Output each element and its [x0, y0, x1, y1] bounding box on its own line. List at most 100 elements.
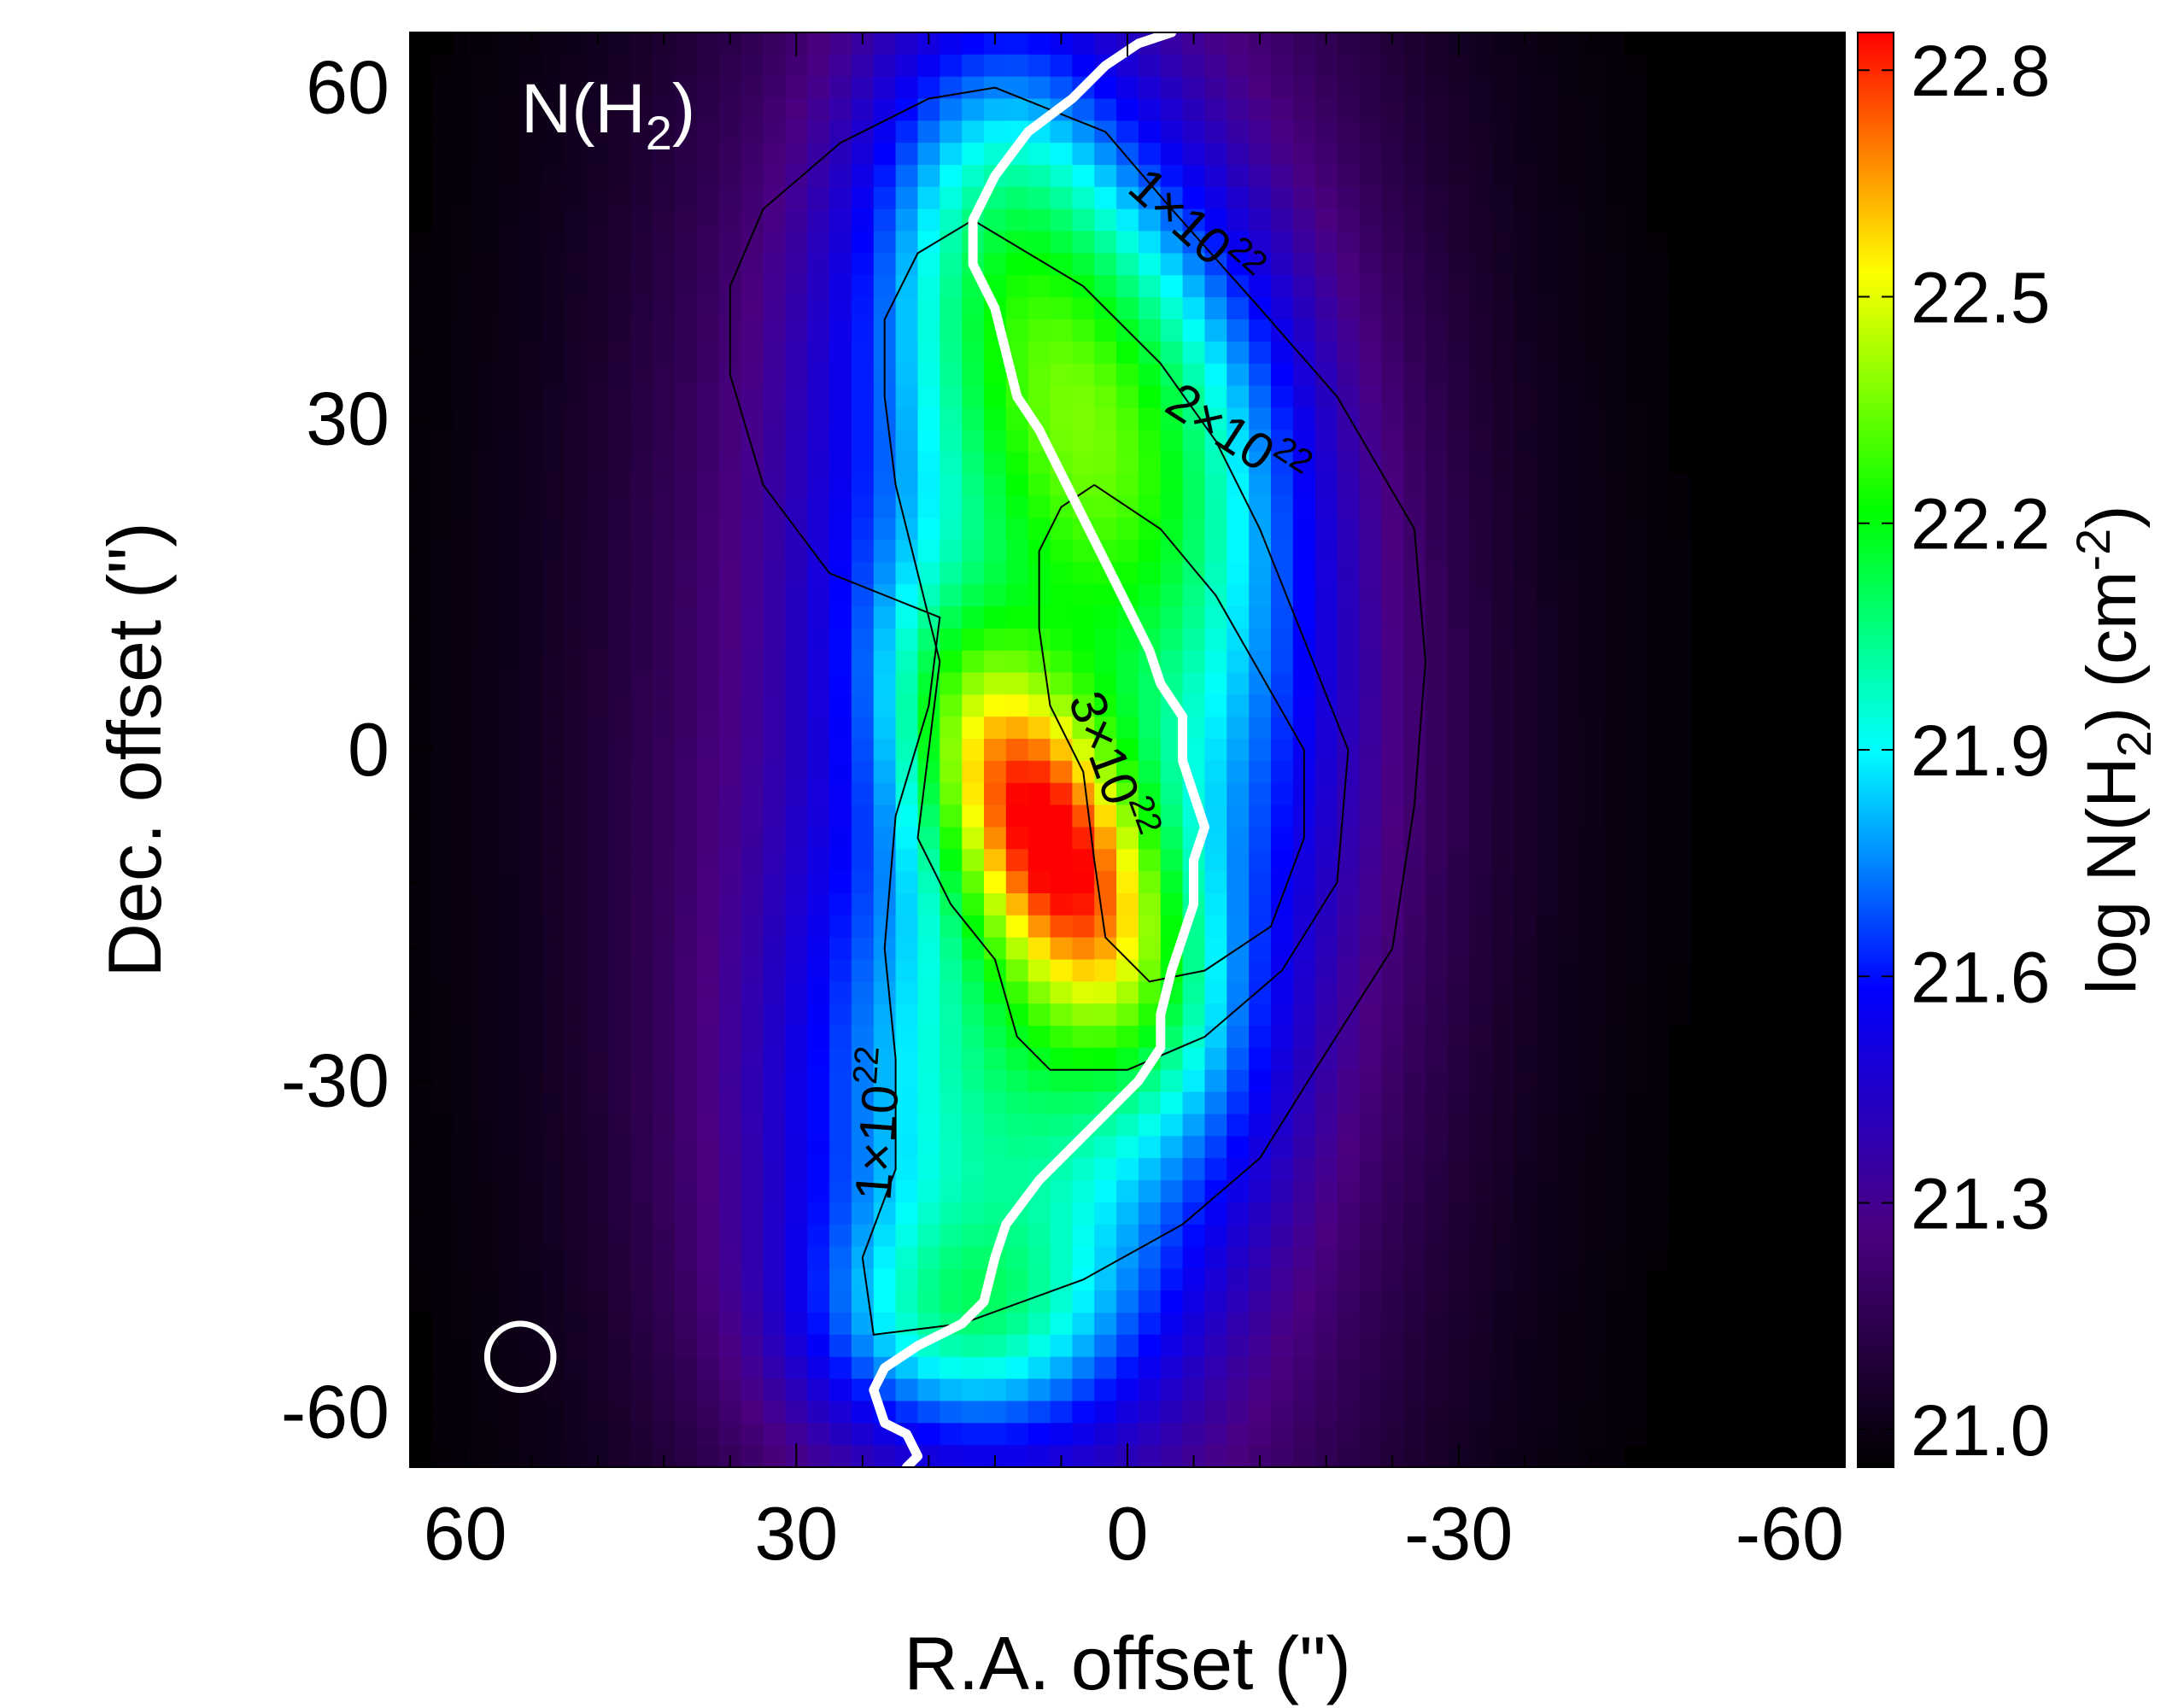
- heatmap-cell: [940, 1158, 963, 1181]
- heatmap-cell: [1425, 297, 1449, 320]
- heatmap-cell: [542, 1378, 565, 1401]
- heatmap-cell: [1050, 937, 1073, 961]
- heatmap-cell: [851, 871, 875, 894]
- heatmap-cell: [962, 54, 985, 78]
- heatmap-cell: [1337, 385, 1360, 408]
- heatmap-cell: [741, 407, 764, 430]
- heatmap-cell: [564, 495, 588, 519]
- heatmap-cell: [1028, 363, 1051, 387]
- heatmap-cell: [431, 407, 455, 430]
- heatmap-cell: [498, 363, 521, 387]
- heatmap-cell: [1314, 562, 1338, 585]
- heatmap-cell: [1314, 871, 1338, 894]
- heatmap-cell: [1138, 1246, 1162, 1269]
- heatmap-cell: [984, 1378, 1007, 1401]
- heatmap-cell: [785, 143, 808, 166]
- heatmap-cell: [1558, 253, 1581, 276]
- heatmap-cell: [1491, 849, 1514, 872]
- heatmap-cell: [675, 76, 698, 100]
- heatmap-cell: [873, 1290, 897, 1313]
- heatmap-cell: [1116, 407, 1139, 430]
- heatmap-cell: [785, 76, 808, 100]
- heatmap-cell: [608, 672, 631, 695]
- heatmap-cell: [1116, 804, 1139, 828]
- heatmap-cell: [1314, 849, 1338, 872]
- heatmap-cell: [1094, 1180, 1117, 1203]
- heatmap-cell: [1381, 871, 1404, 894]
- heatmap-cell: [431, 1003, 455, 1027]
- heatmap-cell: [564, 518, 588, 541]
- heatmap-cell: [785, 1026, 808, 1049]
- heatmap-cell: [1182, 562, 1205, 585]
- heatmap-cell: [1005, 1091, 1029, 1114]
- heatmap-cell: [763, 208, 786, 232]
- heatmap-cell: [1138, 1313, 1162, 1336]
- heatmap-cell: [1579, 1069, 1603, 1093]
- heatmap-cell: [1601, 1356, 1625, 1380]
- heatmap-cell: [1337, 1136, 1360, 1159]
- heatmap-cell: [410, 1091, 433, 1114]
- heatmap-cell: [1624, 871, 1647, 894]
- heatmap-cell: [1182, 628, 1205, 652]
- heatmap-cell: [718, 385, 742, 408]
- heatmap-cell: [1204, 915, 1227, 939]
- heatmap-cell: [962, 1334, 985, 1358]
- heatmap-cell: [1558, 915, 1581, 939]
- heatmap-cell: [1204, 650, 1227, 674]
- heatmap-cell: [917, 341, 940, 365]
- heatmap-cell: [718, 1313, 742, 1336]
- heatmap-cell: [454, 915, 477, 939]
- heatmap-cell: [1381, 1224, 1404, 1248]
- heatmap-cell: [675, 1202, 698, 1225]
- heatmap-cell: [1469, 1069, 1492, 1093]
- heatmap-cell: [1337, 452, 1360, 475]
- heatmap-cell: [741, 319, 764, 342]
- heatmap-cell: [1271, 495, 1294, 519]
- heatmap-cell: [1337, 1069, 1360, 1093]
- heatmap-cell: [410, 849, 433, 872]
- heatmap-cell: [763, 650, 786, 674]
- heatmap-cell: [940, 804, 963, 828]
- heatmap-cell: [1028, 495, 1051, 519]
- heatmap-cell: [1160, 782, 1184, 806]
- heatmap-cell: [630, 871, 653, 894]
- heatmap-cell: [1536, 981, 1559, 1004]
- heatmap-cell: [829, 275, 852, 298]
- heatmap-cell: [697, 672, 720, 695]
- heatmap-cell: [895, 584, 918, 607]
- heatmap-cell: [763, 1313, 786, 1336]
- heatmap-cell: [697, 363, 720, 387]
- heatmap-cell: [1491, 385, 1514, 408]
- heatmap-cell: [476, 1202, 499, 1225]
- heatmap-cell: [1624, 760, 1647, 784]
- heatmap-cell: [564, 871, 588, 894]
- heatmap-cell: [895, 208, 918, 232]
- heatmap-cell: [962, 473, 985, 497]
- heatmap-cell: [1094, 739, 1117, 762]
- heatmap-cell: [940, 1114, 963, 1137]
- heatmap-cell: [1403, 165, 1426, 188]
- heatmap-cell: [984, 606, 1007, 629]
- heatmap-cell: [1579, 1334, 1603, 1358]
- heatmap-cell: [851, 208, 875, 232]
- heatmap-cell: [1271, 1158, 1294, 1181]
- heatmap-cell: [1292, 54, 1316, 78]
- heatmap-cell: [1227, 1313, 1250, 1336]
- heatmap-cell: [807, 1158, 830, 1181]
- heatmap-cell: [608, 231, 631, 254]
- heatmap-cell: [697, 143, 720, 166]
- heatmap-cell: [586, 341, 610, 365]
- heatmap-cell: [1579, 1356, 1603, 1380]
- heatmap-cell: [542, 672, 565, 695]
- heatmap-cell: [1579, 518, 1603, 541]
- heatmap-cell: [895, 915, 918, 939]
- heatmap-cell: [630, 1047, 653, 1071]
- heatmap-cell: [1624, 1378, 1647, 1401]
- heatmap-cell: [675, 143, 698, 166]
- heatmap-cell: [1292, 430, 1316, 453]
- heatmap-cell: [1558, 1378, 1581, 1401]
- heatmap-cell: [1116, 165, 1139, 188]
- heatmap-cell: [962, 452, 985, 475]
- heatmap-cell: [873, 893, 897, 916]
- heatmap-cell: [940, 319, 963, 342]
